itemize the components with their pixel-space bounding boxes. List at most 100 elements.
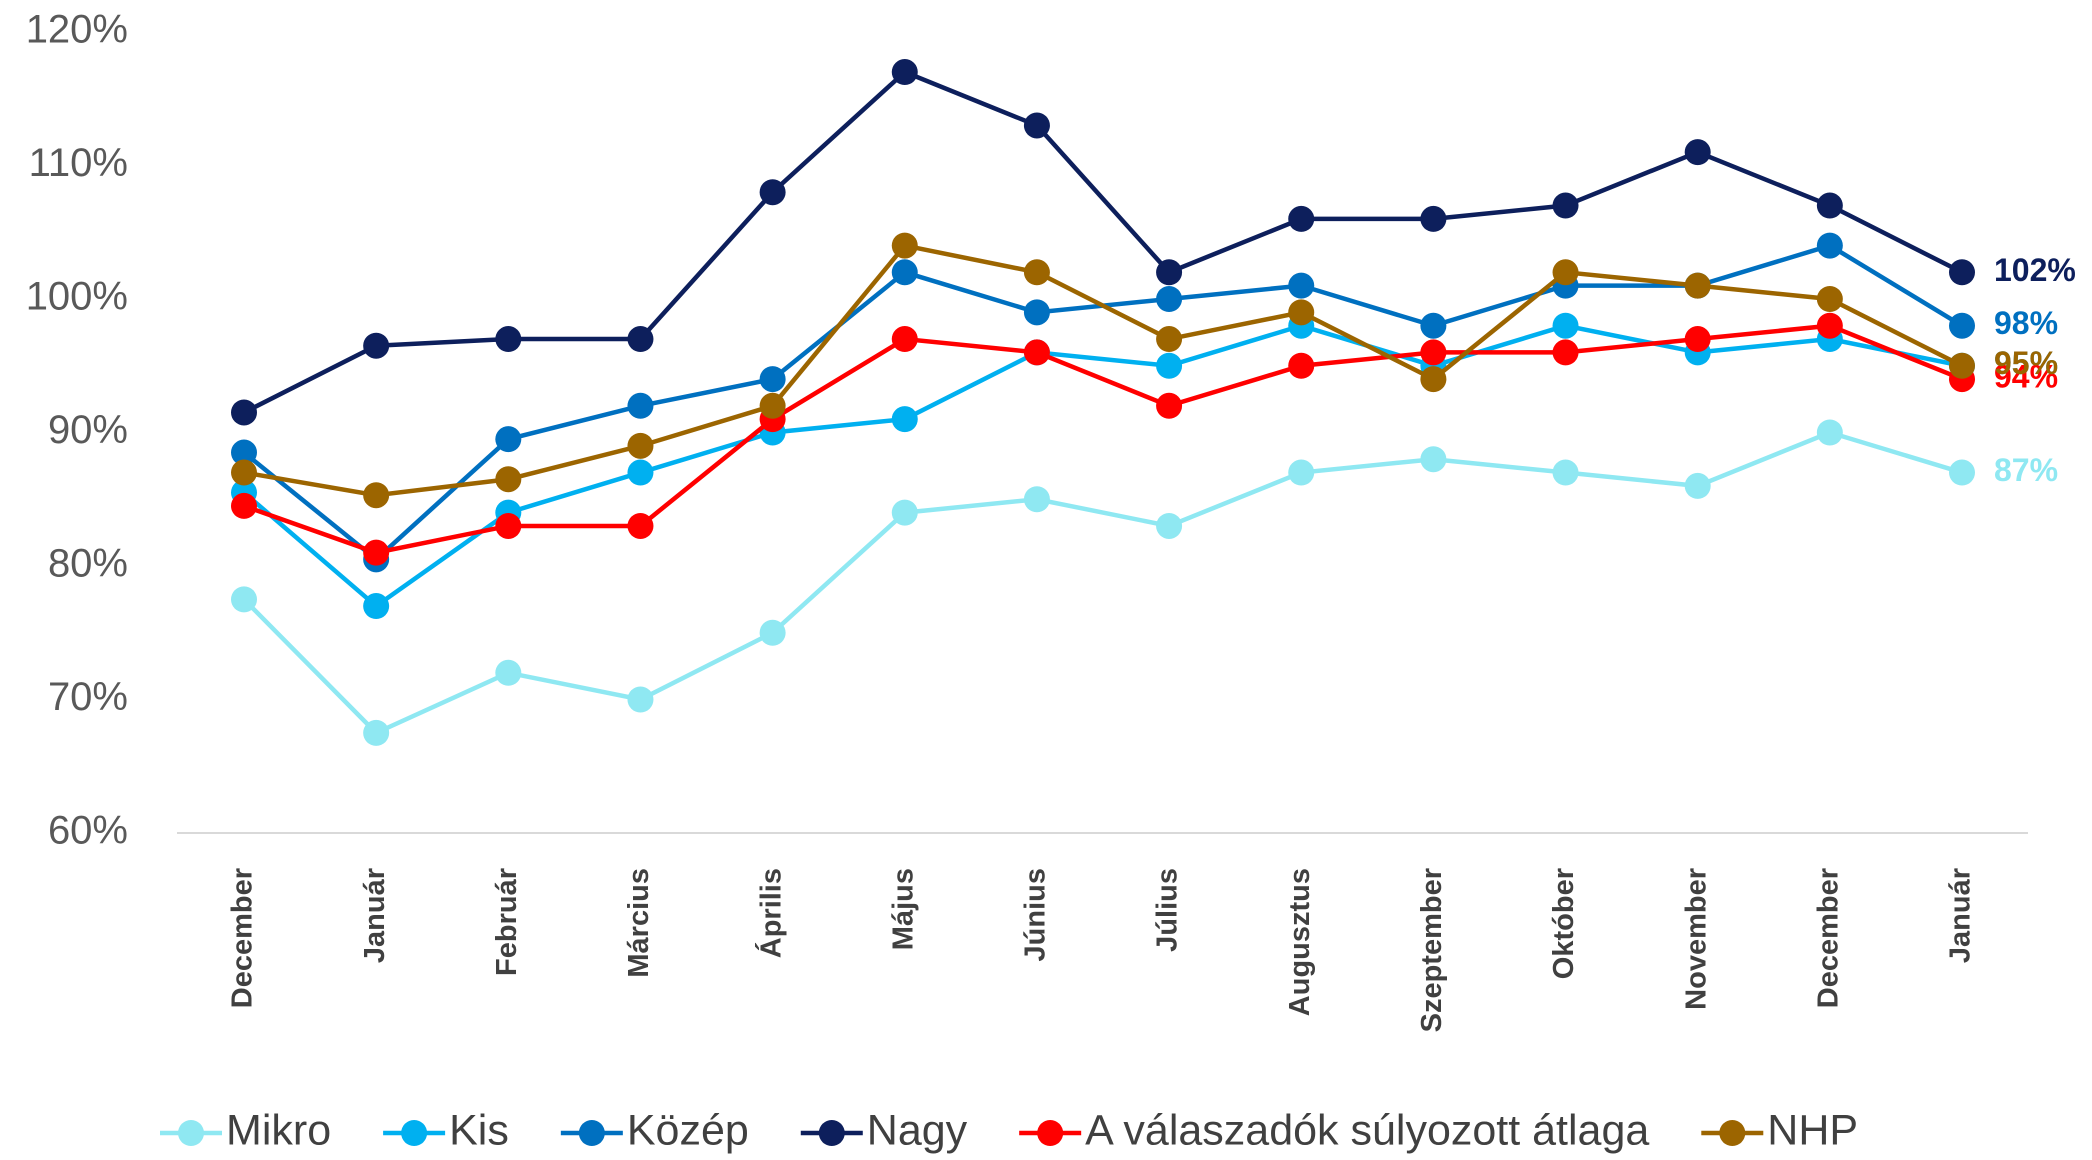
point <box>891 499 918 526</box>
point <box>495 512 522 539</box>
point <box>231 492 257 519</box>
x-tick-label: Július <box>1152 868 1184 952</box>
legend-marker <box>401 1120 428 1146</box>
x-tick-label: Április <box>753 868 787 958</box>
x-tick-label: Január <box>1945 868 1977 963</box>
point <box>495 426 522 453</box>
series-line <box>243 243 1964 498</box>
point <box>1552 192 1579 219</box>
point <box>231 399 257 426</box>
x-tick-label: Október <box>1548 868 1580 979</box>
point <box>891 406 918 433</box>
point <box>1949 312 1975 339</box>
data-label: 102% <box>1994 252 2076 288</box>
data-label: 98% <box>1994 305 2058 341</box>
point <box>1156 392 1183 419</box>
y-tick-label: 90% <box>48 408 128 452</box>
point <box>1949 259 1975 286</box>
y-tick-label: 120% <box>26 8 128 52</box>
data-label: 95% <box>1994 345 2058 381</box>
y-tick-label: 110% <box>29 141 128 185</box>
point <box>1949 459 1975 486</box>
point <box>1949 352 1975 379</box>
point <box>891 259 918 286</box>
point <box>1288 205 1315 232</box>
point <box>1816 419 1843 446</box>
y-tick-label: 60% <box>48 809 128 853</box>
point <box>363 539 390 566</box>
point <box>1023 259 1050 286</box>
legend-label: Mikro <box>226 1106 331 1154</box>
x-tick-label: Március <box>623 868 655 978</box>
x-tick-label: Június <box>1020 868 1052 961</box>
data-label: 94% <box>1994 359 2058 395</box>
x-tick-label: December <box>1813 868 1845 1008</box>
legend-label: Közép <box>627 1106 749 1154</box>
point <box>1156 259 1183 286</box>
point <box>363 593 390 620</box>
point <box>1420 366 1447 393</box>
point <box>1684 326 1711 353</box>
point <box>1288 459 1315 486</box>
series-line <box>242 323 1963 609</box>
point <box>627 326 654 353</box>
point <box>1420 446 1447 473</box>
x-tick-label: Január <box>359 868 391 963</box>
point <box>1023 299 1050 326</box>
point <box>891 326 918 353</box>
point <box>1816 286 1843 312</box>
point <box>627 459 654 486</box>
x-tick-label: Szeptember <box>1416 868 1448 1032</box>
x-tick-label: Február <box>491 868 523 976</box>
point <box>891 59 918 86</box>
point <box>1156 512 1183 539</box>
point <box>759 392 786 419</box>
point <box>1816 192 1843 219</box>
point <box>759 619 786 646</box>
point <box>363 332 390 359</box>
point <box>1156 326 1183 353</box>
point <box>1684 472 1711 499</box>
point <box>1816 232 1843 259</box>
legend-marker <box>1719 1120 1746 1146</box>
point <box>363 482 390 509</box>
y-tick-label: 100% <box>26 275 128 319</box>
series-line <box>242 69 1964 415</box>
point <box>759 179 786 206</box>
point <box>363 719 390 746</box>
series-line <box>243 323 1963 555</box>
point <box>1816 312 1843 339</box>
point <box>627 432 654 459</box>
legend-label: NHP <box>1767 1106 1858 1154</box>
point <box>1023 339 1050 366</box>
legend-marker <box>178 1120 204 1146</box>
legend-marker <box>1037 1120 1064 1146</box>
legend-marker <box>818 1120 845 1146</box>
point <box>1023 486 1050 513</box>
point <box>495 326 522 353</box>
point <box>627 686 654 713</box>
point <box>891 232 918 259</box>
point <box>231 459 257 486</box>
point <box>1684 139 1711 166</box>
point <box>495 466 522 493</box>
point <box>627 392 654 419</box>
legend-marker <box>578 1120 605 1146</box>
x-tick-label: Május <box>887 868 919 950</box>
point <box>1288 272 1315 299</box>
point <box>1552 259 1579 286</box>
x-tick-label: Augusztus <box>1284 868 1316 1016</box>
y-tick-label: 70% <box>48 675 128 719</box>
legend-label: Kis <box>449 1106 509 1154</box>
data-label: 87% <box>1994 452 2058 488</box>
legend-label: A válaszadók súlyozott átlaga <box>1085 1106 1649 1154</box>
point <box>231 439 257 466</box>
point <box>1023 112 1050 139</box>
data-label: 95% <box>1994 345 2058 381</box>
x-tick-label: November <box>1680 868 1712 1010</box>
legend-label: Nagy <box>867 1106 968 1154</box>
point <box>1552 312 1579 339</box>
point <box>627 512 654 539</box>
point <box>1156 286 1183 312</box>
